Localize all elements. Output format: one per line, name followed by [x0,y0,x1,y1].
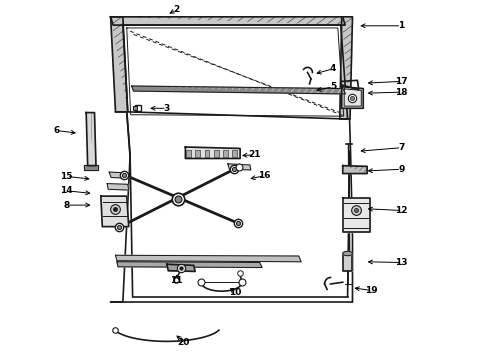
Text: 8: 8 [64,201,70,210]
Text: 11: 11 [171,276,183,285]
Polygon shape [101,196,129,226]
Polygon shape [107,184,129,190]
Text: 20: 20 [178,338,190,347]
Text: 13: 13 [395,258,408,267]
Text: 18: 18 [395,87,408,96]
Polygon shape [340,17,352,119]
Text: 5: 5 [330,82,336,91]
Text: 7: 7 [398,143,405,152]
Text: 15: 15 [60,172,73,181]
Text: 2: 2 [173,5,180,14]
Text: 3: 3 [164,104,170,113]
Ellipse shape [343,251,352,256]
Text: 19: 19 [365,286,377,295]
Bar [186,149,191,157]
Bar [223,149,228,157]
Polygon shape [116,255,301,262]
Text: 21: 21 [248,150,261,159]
Polygon shape [343,198,369,232]
Bar [204,149,209,157]
Text: 14: 14 [60,186,73,195]
Text: 4: 4 [330,64,336,73]
Polygon shape [343,253,352,271]
Text: 10: 10 [229,288,242,297]
Bar [232,149,237,157]
Polygon shape [86,113,96,166]
Polygon shape [343,166,367,174]
Polygon shape [84,165,98,170]
Text: 9: 9 [398,165,405,174]
Polygon shape [228,164,251,170]
Polygon shape [111,17,345,25]
Bar [214,149,219,157]
Polygon shape [132,86,345,94]
Polygon shape [342,87,363,108]
Polygon shape [117,262,262,267]
Bar [196,149,200,157]
Polygon shape [111,17,128,112]
Polygon shape [185,147,240,158]
Text: 16: 16 [258,171,271,180]
Text: 1: 1 [398,21,404,30]
Text: 17: 17 [395,77,408,86]
Text: 12: 12 [395,206,408,215]
Polygon shape [167,264,195,271]
Polygon shape [109,172,129,178]
Text: 6: 6 [54,126,60,135]
